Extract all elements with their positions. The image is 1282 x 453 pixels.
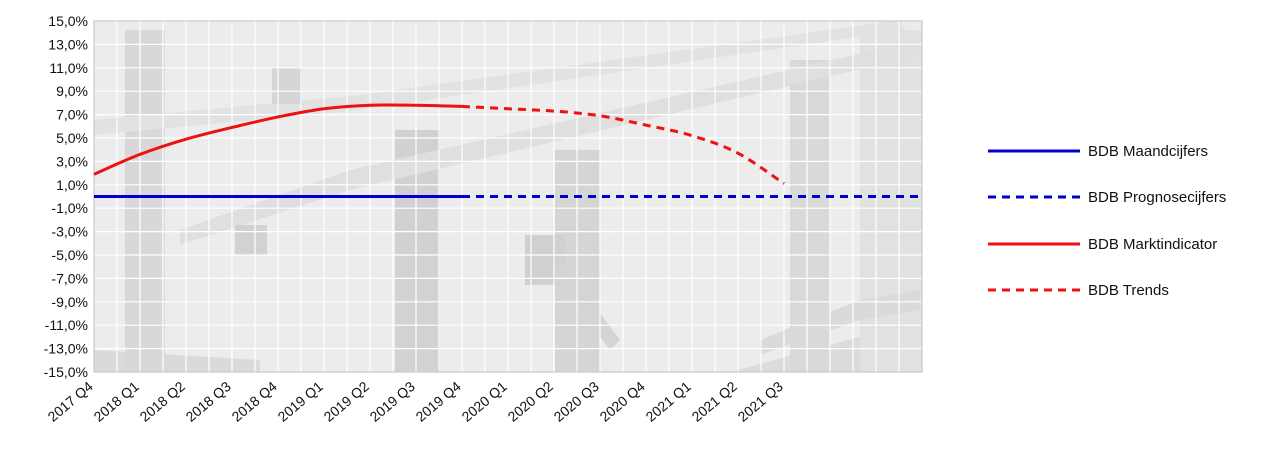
y-tick-label: -9,0% [51, 294, 88, 310]
x-tick-label: 2020 Q2 [504, 378, 556, 425]
y-tick-label: -11,0% [45, 317, 88, 333]
x-tick-label: 2018 Q1 [90, 378, 142, 425]
x-tick-label: 2018 Q4 [228, 378, 280, 425]
y-tick-label: 13,0% [48, 36, 88, 52]
x-tick-label: 2020 Q1 [458, 378, 510, 425]
y-tick-label: 11,0% [49, 60, 88, 76]
x-tick-label: 2019 Q1 [274, 378, 326, 425]
y-tick-label: 3,0% [56, 153, 88, 169]
y-tick-label: 9,0% [56, 83, 88, 99]
x-tick-label: 2021 Q1 [642, 378, 694, 425]
y-tick-label: 5,0% [56, 130, 88, 146]
legend-label: BDB Trends [1088, 282, 1169, 299]
x-tick-label: 2021 Q3 [734, 378, 786, 425]
x-tick-label: 2019 Q2 [320, 378, 372, 425]
legend-label: BDB Prognosecijfers [1088, 189, 1226, 206]
series-lines [93, 103, 923, 198]
x-tick-label: 2019 Q3 [366, 378, 418, 425]
legend-label: BDB Maandcijfers [1088, 143, 1208, 160]
y-tick-label: -13,0% [44, 341, 88, 357]
y-tick-label: 7,0% [56, 107, 88, 123]
y-tick-label: 1,0% [56, 177, 88, 193]
grid-lines [93, 20, 923, 373]
x-tick-label: 2021 Q2 [688, 378, 740, 425]
y-tick-label: -15,0% [44, 364, 88, 380]
x-tick-label: 2020 Q3 [550, 378, 602, 425]
y-tick-label: -5,0% [51, 247, 88, 263]
legend: BDB Maandcijfers BDB Prognosecijfers BDB M… [988, 143, 1226, 299]
legend-label: BDB Marktindicator [1088, 236, 1217, 253]
x-tick-label: 2020 Q4 [596, 378, 648, 425]
y-tick-label: -3,0% [51, 224, 88, 240]
y-tick-label: -1,0% [51, 200, 88, 216]
x-tick-label: 2018 Q2 [136, 378, 188, 425]
x-tick-label: 2018 Q3 [182, 378, 234, 425]
y-tick-label: -7,0% [51, 270, 88, 286]
y-tick-label: 15,0% [48, 13, 88, 29]
x-tick-label: 2017 Q4 [44, 378, 96, 425]
x-tick-label: 2019 Q4 [412, 378, 464, 425]
series-line-bdb-trends [461, 104, 785, 185]
